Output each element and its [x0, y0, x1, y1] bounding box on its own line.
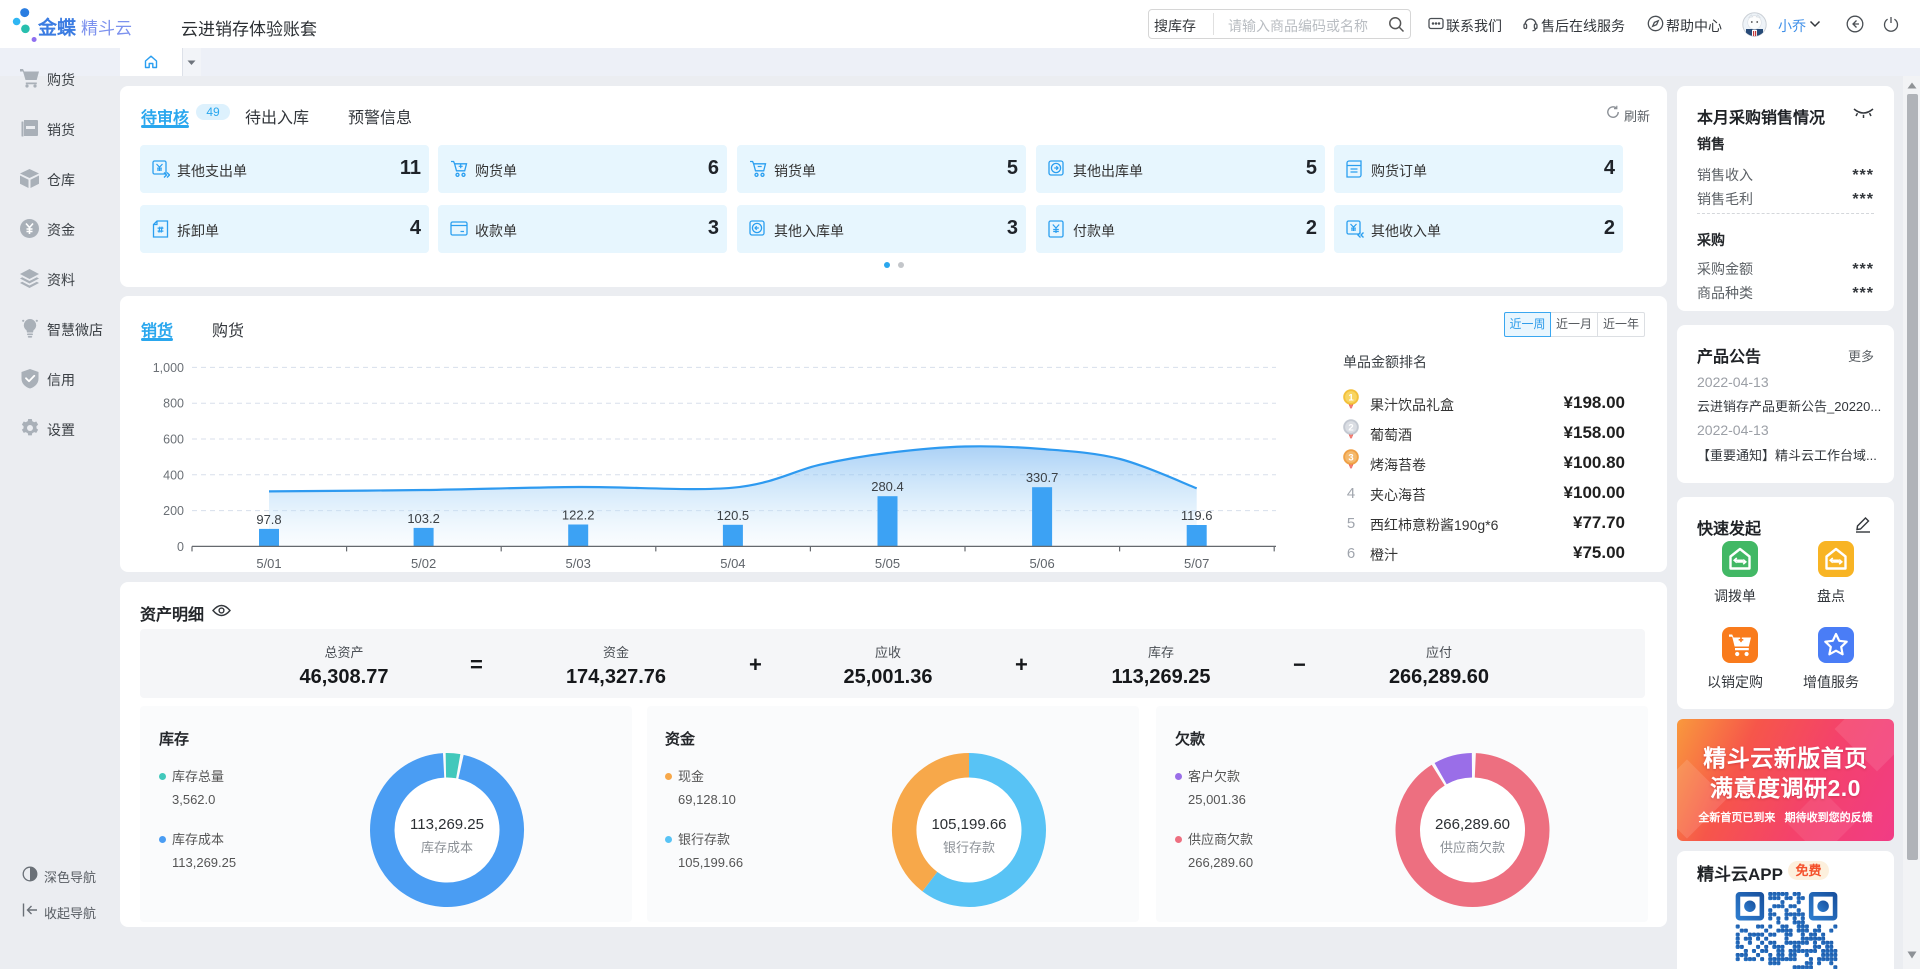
- svg-text:1: 1: [1348, 392, 1354, 403]
- svg-text:5/04: 5/04: [720, 556, 745, 571]
- svg-text:97.8: 97.8: [256, 512, 281, 527]
- svg-text:5/07: 5/07: [1184, 556, 1209, 571]
- svg-text:5/05: 5/05: [875, 556, 900, 571]
- svg-text:400: 400: [163, 468, 184, 482]
- svg-text:3: 3: [1348, 452, 1353, 463]
- svg-text:5/03: 5/03: [566, 556, 591, 571]
- svg-text:5/06: 5/06: [1029, 556, 1054, 571]
- svg-text:122.2: 122.2: [562, 508, 595, 523]
- svg-text:200: 200: [163, 504, 184, 518]
- svg-text:103.2: 103.2: [407, 511, 440, 526]
- svg-text:2: 2: [1348, 422, 1353, 433]
- svg-text:330.7: 330.7: [1026, 470, 1059, 485]
- svg-text:800: 800: [163, 397, 184, 411]
- svg-text:600: 600: [163, 433, 184, 447]
- svg-text:1,000: 1,000: [153, 361, 184, 375]
- svg-text:120.5: 120.5: [717, 508, 750, 523]
- svg-text:5/02: 5/02: [411, 556, 436, 571]
- svg-text:5/01: 5/01: [256, 556, 281, 571]
- svg-text:280.4: 280.4: [871, 479, 904, 494]
- svg-text:0: 0: [177, 540, 184, 554]
- svg-text:119.6: 119.6: [1181, 508, 1213, 523]
